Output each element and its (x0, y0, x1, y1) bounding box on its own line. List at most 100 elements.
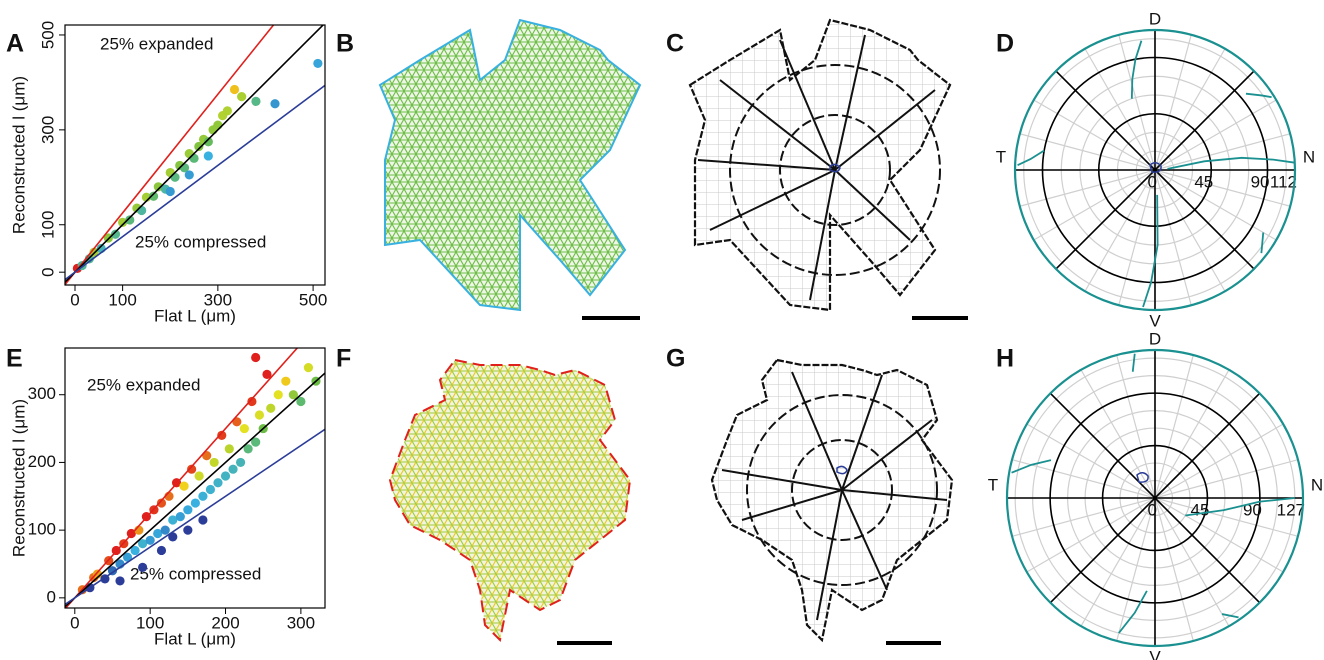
point (223, 106, 232, 115)
point (137, 206, 146, 215)
trace (1018, 150, 1045, 165)
minor-spoke (1081, 370, 1155, 498)
minor-spoke (1117, 355, 1155, 498)
spoke (1155, 393, 1260, 498)
retina-mesh (380, 20, 640, 310)
minor-spoke (1012, 498, 1155, 536)
y-tick-label: 0 (38, 267, 57, 276)
spoke (1155, 71, 1254, 170)
point (270, 99, 279, 108)
retina-mesh (390, 360, 630, 640)
point (274, 390, 283, 399)
trace (1222, 614, 1239, 617)
direction-label: T (996, 147, 1006, 166)
point (170, 173, 179, 182)
minor-spoke (1155, 498, 1193, 641)
direction-label: N (1303, 147, 1315, 166)
y-tick-label: 500 (38, 21, 57, 49)
x-tick-label: 0 (70, 290, 79, 309)
direction-label: V (1149, 647, 1161, 660)
panel-label: C (666, 30, 684, 58)
point (251, 97, 260, 106)
point (240, 424, 249, 433)
retina-grid (712, 360, 952, 640)
y-axis-label: Reconstructed l (μm) (9, 399, 28, 557)
retina-grid (690, 20, 950, 310)
minor-spoke (1155, 498, 1283, 572)
spoke (1056, 71, 1155, 170)
point (228, 465, 237, 474)
minor-spoke (1027, 498, 1155, 572)
point (204, 151, 213, 160)
annotation: 25% expanded (100, 34, 213, 53)
panel-label: E (6, 345, 23, 373)
point (225, 444, 234, 453)
point (183, 526, 192, 535)
r-tick-label: 45 (1191, 500, 1210, 519)
point (179, 482, 188, 491)
point (191, 498, 200, 507)
point (266, 404, 275, 413)
x-tick-label: 300 (287, 613, 315, 632)
r-tick-label: 0 (1148, 500, 1157, 519)
point (198, 515, 207, 524)
point (313, 59, 322, 68)
y-tick-label: 0 (47, 587, 56, 606)
r-tick-label: 45 (1194, 172, 1213, 191)
point (198, 492, 207, 501)
panel-label: D (996, 30, 1014, 58)
point (230, 85, 239, 94)
y-axis-label: Reconstructed l (μm) (9, 76, 28, 234)
y-tick-label: 100 (28, 520, 56, 539)
point (237, 92, 246, 101)
x-tick-label: 100 (108, 290, 136, 309)
point (183, 505, 192, 514)
direction-label: T (988, 475, 998, 494)
annotation: 25% compressed (130, 564, 261, 583)
point (166, 187, 175, 196)
annotation: 25% expanded (87, 375, 200, 394)
direction-label: V (1149, 311, 1161, 330)
point (189, 154, 198, 163)
minor-spoke (1155, 170, 1191, 305)
point (195, 471, 204, 480)
minor-spoke (1012, 460, 1155, 498)
minor-spoke (1155, 35, 1191, 170)
point (210, 458, 219, 467)
point (221, 471, 230, 480)
point (138, 563, 147, 572)
scatter-panel: 01003005000100300500Flat L (μm)Reconstru… (9, 0, 327, 325)
point (251, 353, 260, 362)
r-tick-label: 0 (1148, 172, 1157, 191)
point (176, 512, 185, 521)
trace (1167, 158, 1294, 169)
panel-label: F (336, 345, 351, 373)
minor-spoke (1155, 424, 1283, 498)
trace (1012, 460, 1051, 473)
point (206, 485, 215, 494)
panel-label: H (996, 345, 1014, 373)
trace (1133, 354, 1135, 372)
minor-spoke (1155, 370, 1229, 498)
figure: A B C D E F G H 01003005000100300500Flat (0, 0, 1324, 660)
point (255, 410, 264, 419)
direction-label: N (1311, 475, 1323, 494)
minor-spoke (1155, 134, 1290, 170)
minor-spoke (1081, 498, 1155, 626)
panel-label: G (666, 345, 685, 373)
point (115, 576, 124, 585)
panel-label: A (6, 30, 24, 58)
trace (1261, 233, 1263, 254)
y-tick-label: 200 (28, 452, 56, 471)
point (157, 546, 166, 555)
minor-spoke (1020, 134, 1155, 170)
x-axis-label: Flat L (μm) (154, 306, 236, 325)
point (213, 121, 222, 130)
point (304, 363, 313, 372)
panel-label: B (336, 30, 354, 58)
polar-panel: 04590112NDTV (996, 9, 1315, 330)
x-axis-label: Flat L (μm) (154, 629, 236, 648)
point (185, 170, 194, 179)
direction-label: D (1149, 9, 1161, 28)
